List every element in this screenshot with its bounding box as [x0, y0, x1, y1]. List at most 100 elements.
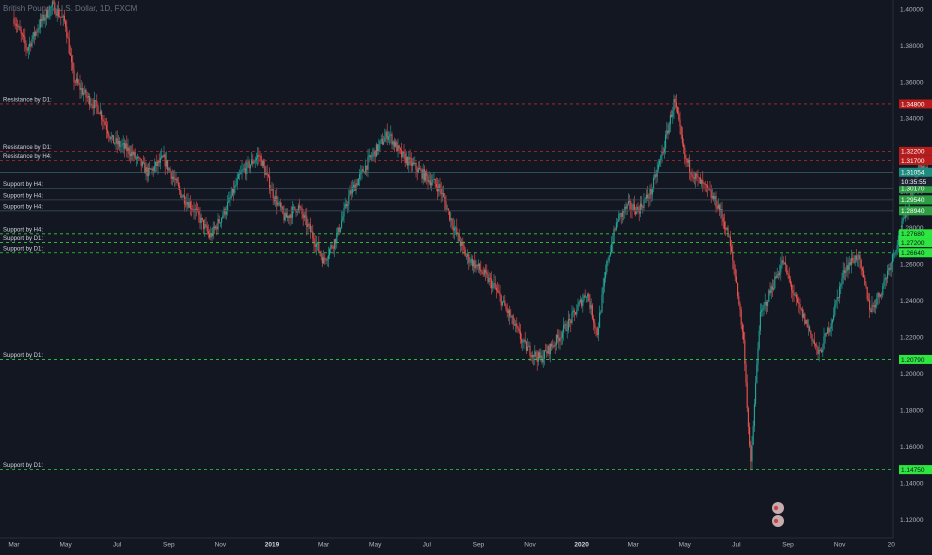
candle-body [451, 218, 453, 226]
candle-body [543, 350, 545, 359]
candle-body [353, 184, 355, 188]
candle-body [464, 249, 466, 257]
level-price-badge-text: 1.32200 [901, 149, 925, 156]
candle-body [689, 160, 691, 172]
candle-body [42, 14, 44, 21]
candle-body [455, 227, 457, 229]
candle-body [693, 177, 695, 179]
candle-body [389, 135, 391, 137]
price-badges: 1.34800 1.32200 1.31700 1.30170 1.29540 1.289… [899, 99, 932, 475]
candle-body [871, 304, 873, 313]
candle-body [624, 206, 626, 213]
candle-body [381, 138, 383, 145]
candle-body [728, 236, 730, 238]
level-price-badge [899, 238, 932, 248]
time-tick-label: 20 [888, 542, 896, 549]
candle-body [420, 169, 422, 171]
time-tick-label: Nov [215, 542, 227, 549]
candle-body [122, 142, 124, 145]
candle-body [365, 165, 367, 174]
candle-body [603, 278, 605, 287]
candle-body [678, 113, 680, 120]
candle-body [343, 208, 345, 217]
time-axis[interactable]: Mar May Jul Sep Nov 2019 Mar May Jul Sep Nov 2020 Ma… [8, 542, 895, 549]
candle-body [321, 256, 323, 264]
candle-body [102, 119, 104, 122]
candle-body [135, 158, 137, 159]
candle-body [697, 176, 699, 178]
candle-body [581, 299, 583, 307]
candle-body [531, 354, 533, 358]
candle-body [69, 53, 71, 56]
candle-body [18, 26, 20, 28]
candle-body [506, 308, 508, 313]
candle-body [869, 300, 871, 310]
candle-body [726, 227, 728, 230]
candle-body [441, 193, 443, 195]
candle-body [284, 213, 286, 221]
candle-body [663, 148, 665, 153]
candle-body [575, 312, 577, 315]
candle-body [89, 95, 91, 106]
candle-body [291, 207, 293, 218]
candle-body [296, 210, 298, 213]
candle-body [306, 216, 308, 227]
candle-body [672, 110, 674, 117]
candle-body [801, 309, 803, 318]
candle-body [213, 226, 215, 229]
candle-body [807, 326, 809, 328]
price-tick-label: 1.14000 [900, 480, 924, 487]
candle-body [651, 188, 653, 195]
price-tick-label: 1.20000 [900, 371, 924, 378]
candle-body [43, 14, 45, 21]
candle-body [696, 173, 698, 177]
candle-body [169, 168, 171, 172]
candle-body [837, 297, 839, 298]
candle-body [805, 320, 807, 324]
candle-body [638, 209, 640, 214]
candle-body [225, 211, 227, 215]
candle-body [121, 144, 123, 146]
candle-body [803, 313, 805, 318]
candle-body [167, 160, 169, 170]
candle-body [631, 209, 633, 210]
candle-body [765, 301, 767, 306]
candle-body [480, 269, 482, 272]
candle-body [533, 354, 535, 357]
candle-body [410, 158, 412, 166]
candle-body [528, 345, 530, 347]
candle-body [611, 243, 613, 253]
candle-body [103, 121, 105, 122]
candle-body [141, 161, 143, 166]
candle-body [488, 278, 490, 283]
candle-body [745, 364, 747, 383]
candle-body [485, 269, 487, 273]
price-tick-label: 1.40000 [900, 6, 924, 13]
candle-body [751, 444, 753, 462]
level-label: Support by H4: [3, 182, 43, 188]
candle-body [327, 255, 329, 260]
candle-body [626, 204, 628, 209]
candle-body [791, 283, 793, 291]
level-label: Support by H4: [3, 227, 43, 233]
candle-body [427, 175, 429, 183]
candle-body [93, 100, 95, 109]
candle-body [565, 324, 567, 331]
price-axis[interactable]: 1.400001.380001.360001.340001.320001.300… [900, 6, 924, 524]
candle-body [248, 161, 250, 169]
candle-body [197, 209, 199, 211]
candle-body [408, 157, 410, 166]
candle-body [645, 194, 647, 199]
candle-body [423, 169, 425, 181]
candle-body [757, 348, 759, 365]
candle-body [63, 15, 65, 22]
time-tick-label: Mar [8, 542, 20, 549]
candle-body [236, 178, 238, 185]
candle-body [161, 156, 163, 158]
candle-body [831, 319, 833, 324]
current-price-badge [899, 167, 932, 177]
candle-body [158, 160, 160, 163]
candle-body [542, 358, 544, 363]
